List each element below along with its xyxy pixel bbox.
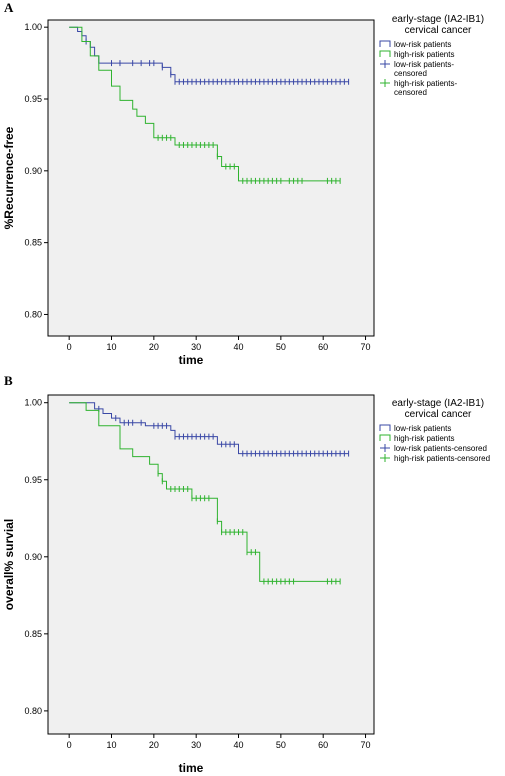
y-tick-label: 1.00 <box>24 22 42 32</box>
chart-panel-A: A 0.80 0.85 0.90 0.95 1.00 0 10 20 30 40 50 60 70 time… <box>2 0 484 367</box>
y-tick-label: 0.90 <box>24 166 42 176</box>
x-tick-label: 30 <box>191 740 201 750</box>
legend-label: high-risk patients <box>394 50 454 59</box>
legend-title: cervical cancer <box>405 25 472 36</box>
x-tick-label: 70 <box>361 342 371 352</box>
x-tick-label: 50 <box>276 342 286 352</box>
x-tick-label: 20 <box>149 342 159 352</box>
series-line-1 <box>69 26 341 182</box>
legend-label: high-risk patients-censored <box>394 454 490 463</box>
y-tick-label: 0.95 <box>24 475 42 485</box>
x-tick-label: 60 <box>318 740 328 750</box>
legend-title: early-stage (IA2-IB1) <box>392 398 484 409</box>
x-tick-label: 60 <box>318 342 328 352</box>
plot-area <box>47 19 375 337</box>
panel-label: A <box>4 0 14 15</box>
legend-label: low-risk patients <box>394 40 451 49</box>
x-tick-label: 40 <box>234 342 244 352</box>
x-axis-title: time <box>179 353 204 367</box>
plot-area <box>47 394 375 735</box>
legend-swatch <box>379 434 391 441</box>
x-axis-title: time <box>179 761 204 775</box>
legend-label: low-risk patients <box>394 424 451 433</box>
legend: early-stage (IA2-IB1)cervical cancer low-… <box>379 398 490 463</box>
legend-swatch <box>379 40 391 47</box>
x-tick-label: 40 <box>234 740 244 750</box>
legend-label: high-risk patients- <box>394 79 457 88</box>
legend-label: low-risk patients- <box>394 60 454 69</box>
y-axis-title: %Recurrence-free <box>2 126 16 229</box>
x-tick-label: 10 <box>106 740 116 750</box>
legend-label: high-risk patients <box>394 434 454 443</box>
x-tick-label: 70 <box>361 740 371 750</box>
x-tick-label: 20 <box>149 740 159 750</box>
legend: early-stage (IA2-IB1)cervical cancer low-… <box>379 14 484 97</box>
legend-title: early-stage (IA2-IB1) <box>392 14 484 25</box>
legend-swatch <box>379 424 391 431</box>
series-line-0 <box>69 402 349 455</box>
legend-swatch <box>379 50 391 57</box>
legend-label: censored <box>394 88 427 97</box>
y-tick-label: 0.80 <box>24 706 42 716</box>
y-tick-label: 0.95 <box>24 94 42 104</box>
x-tick-label: 0 <box>67 342 72 352</box>
legend-title: cervical cancer <box>405 409 472 420</box>
x-tick-label: 30 <box>191 342 201 352</box>
y-tick-label: 1.00 <box>24 398 42 408</box>
y-tick-label: 0.85 <box>24 629 42 639</box>
legend-label: censored <box>394 69 427 78</box>
y-axis-title: overall% survial <box>2 519 16 610</box>
x-tick-label: 0 <box>67 740 72 750</box>
x-tick-label: 50 <box>276 740 286 750</box>
y-tick-label: 0.85 <box>24 238 42 248</box>
panel-label: B <box>4 373 13 388</box>
y-tick-label: 0.80 <box>24 309 42 319</box>
chart-panel-B: B 0.80 0.85 0.90 0.95 1.00 0 10 20 30 40 50 60 70 time… <box>2 373 490 775</box>
y-tick-label: 0.90 <box>24 552 42 562</box>
legend-label: low-risk patients-censored <box>394 444 487 453</box>
x-tick-label: 10 <box>106 342 116 352</box>
